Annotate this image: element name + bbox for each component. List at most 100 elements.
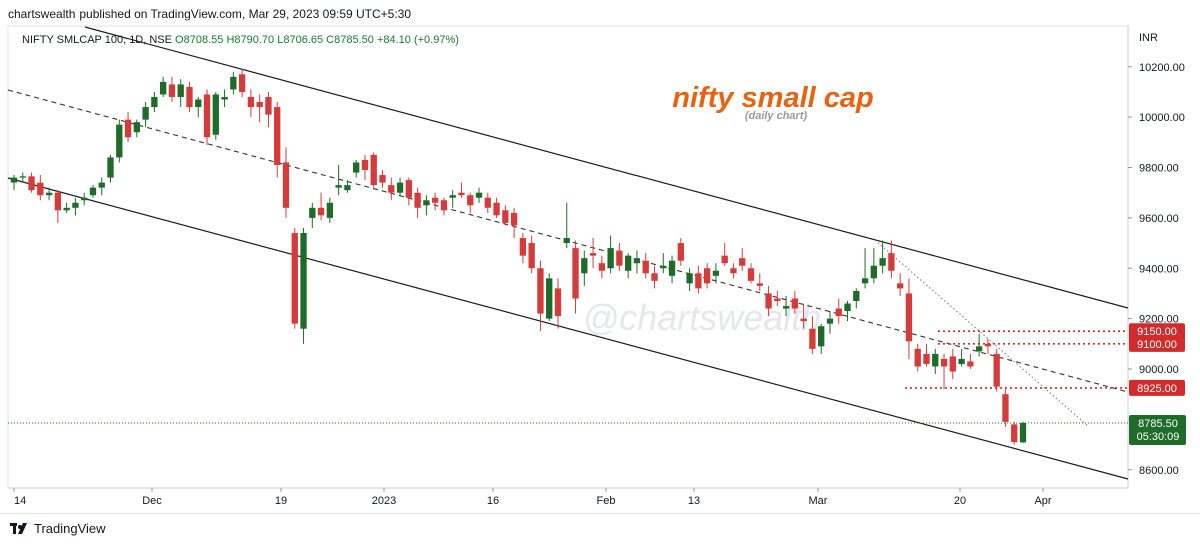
candle-body — [230, 76, 237, 90]
candle-body — [625, 255, 632, 271]
candle-body — [335, 185, 342, 188]
publish-header: chartswealth published on TradingView.com… — [8, 7, 415, 21]
candle-body — [388, 185, 395, 193]
candle-body — [195, 99, 202, 108]
candle-body — [800, 318, 807, 322]
candle-body — [493, 202, 500, 216]
low-value: L8706.65 — [277, 34, 324, 46]
x-tick-label: 20 — [954, 495, 966, 507]
candle-body — [888, 253, 895, 271]
candle-body — [186, 86, 193, 108]
candle-body — [651, 273, 658, 281]
candle-body — [730, 268, 737, 274]
plot-frame — [7, 25, 1129, 489]
candle-body — [835, 308, 842, 317]
candle-body — [826, 318, 834, 324]
tradingview-logo[interactable]: TradingView — [10, 521, 106, 536]
candle-body — [177, 84, 184, 97]
footer-divider — [0, 513, 1200, 514]
candle-body — [353, 162, 360, 173]
candle-body — [247, 96, 255, 108]
y-tick-label: 8600.00 — [1139, 465, 1179, 477]
countdown-label: 05:30:09 — [1137, 431, 1180, 443]
candle-body — [72, 202, 79, 208]
trendline-dotted — [874, 239, 1089, 427]
candle-body — [449, 195, 456, 198]
channel-lower-line — [7, 177, 1129, 480]
candle-body — [168, 84, 176, 97]
level-price-label: 9100.00 — [1137, 339, 1177, 351]
candle-body — [563, 238, 570, 244]
candle-body — [291, 232, 298, 324]
y-tick-label: 9800.00 — [1139, 163, 1179, 175]
candle-body — [581, 258, 588, 274]
candle-body — [712, 270, 720, 276]
chart-subtitle: (daily chart) — [745, 110, 808, 122]
author-name: chartswealth — [8, 7, 76, 21]
candle-body — [861, 278, 869, 284]
candle-body — [914, 348, 921, 367]
candle-body — [756, 283, 763, 286]
candle-body — [440, 200, 448, 211]
ohlc-legend: NIFTY SMLCAP 100, 1D, NSE O8708.55 H8790… — [22, 34, 459, 46]
candle-body — [107, 157, 114, 178]
candle-body — [940, 358, 948, 367]
last-price-label: 8785.50 — [1138, 418, 1178, 430]
candle-body — [467, 195, 474, 206]
candle-body — [98, 182, 105, 188]
candle-body — [431, 197, 439, 203]
candle-body — [282, 162, 290, 208]
candle-body — [159, 81, 167, 95]
x-tick-label: 16 — [487, 495, 499, 507]
symbol-label: NIFTY SMLCAP 100, 1D, NSE — [22, 34, 172, 46]
x-tick-label: 2023 — [372, 495, 396, 507]
candle-body — [458, 192, 465, 196]
candle-body — [19, 176, 26, 178]
y-tick-label: 9200.00 — [1139, 314, 1179, 326]
change-value: +84.10 (+0.97%) — [376, 34, 459, 46]
candle-body — [502, 210, 509, 223]
candle-body — [879, 258, 886, 266]
close-value: C8785.50 — [326, 34, 374, 46]
candle-body — [528, 243, 535, 269]
chart-title: nifty small cap — [672, 82, 873, 114]
candle-body — [124, 119, 132, 138]
candle-body — [923, 353, 930, 364]
level-price-tag — [1129, 379, 1185, 396]
level-price-label: 8925.00 — [1137, 383, 1177, 395]
candle-body — [572, 248, 579, 299]
candle-body — [853, 290, 860, 301]
candle-body — [616, 250, 623, 266]
candle-body — [1002, 394, 1009, 422]
candle-body — [475, 192, 483, 198]
candle-body — [818, 326, 825, 347]
candle-body — [677, 243, 684, 261]
candle-body — [546, 278, 553, 319]
candle-body — [765, 293, 772, 309]
candle-body — [721, 255, 728, 264]
candle-body — [370, 154, 377, 186]
candle-body — [274, 107, 281, 165]
candle-body — [695, 273, 702, 289]
candle-body — [598, 263, 606, 271]
candle-body — [133, 122, 140, 133]
candle-body — [54, 192, 62, 211]
candle-body — [238, 74, 246, 92]
x-tick-label: Apr — [1034, 495, 1051, 507]
candle-body — [405, 180, 412, 198]
x-tick-label: Feb — [597, 495, 616, 507]
candle-body — [203, 94, 211, 138]
candle-body — [642, 260, 649, 274]
candle-body — [932, 353, 939, 367]
candle-body — [949, 356, 956, 372]
y-tick-label: 9400.00 — [1139, 263, 1179, 275]
candle-body — [326, 202, 334, 218]
watermark-text: @chartswealth — [583, 297, 822, 338]
x-tick-label: 14 — [14, 495, 26, 507]
y-tick-label: 9000.00 — [1139, 364, 1179, 376]
currency-label: INR — [1139, 32, 1158, 44]
candle-body — [844, 303, 851, 312]
candle-body — [28, 176, 35, 191]
